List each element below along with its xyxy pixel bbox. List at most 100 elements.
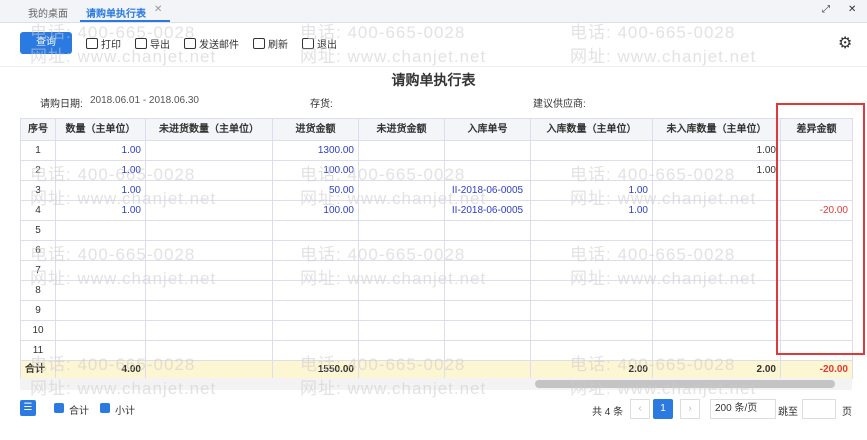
table-cell: 1.00 [56, 201, 146, 221]
empty-cell [273, 301, 359, 321]
table-cell: 1.00 [653, 141, 781, 161]
column-header: 数量（主单位） [56, 119, 146, 141]
empty-cell [273, 281, 359, 301]
total-cell: 4.00 [56, 361, 146, 379]
empty-cell [781, 301, 853, 321]
empty-cell [531, 321, 653, 341]
empty-cell [146, 161, 273, 181]
empty-cell [146, 201, 273, 221]
empty-cell [56, 301, 146, 321]
total-cell: -20.00 [781, 361, 853, 379]
divider [0, 66, 867, 67]
toolbar: 打印 导出 发送邮件 刷新 退出 [86, 36, 337, 51]
total-cell: 1550.00 [273, 361, 359, 379]
empty-cell [146, 181, 273, 201]
report-title: 请购单执行表 [391, 72, 476, 88]
page-size[interactable]: 200 条/页 [710, 399, 776, 419]
current-page[interactable]: 1 [653, 399, 673, 419]
empty-cell [445, 321, 531, 341]
column-header: 差异金额 [781, 119, 853, 141]
empty-cell [653, 321, 781, 341]
toolbar-button[interactable]: 导出 [135, 36, 170, 51]
maximize[interactable]: ⤢ [822, 4, 830, 15]
icon [86, 38, 98, 49]
empty-cell [273, 221, 359, 241]
layout-button[interactable]: ☰ [20, 400, 36, 416]
empty-cell [445, 361, 531, 379]
icon [253, 38, 265, 49]
empty-cell [781, 321, 853, 341]
table-cell: 2 [21, 161, 56, 181]
toolbar-button[interactable]: 退出 [302, 36, 337, 51]
empty-cell [445, 261, 531, 281]
tab-active[interactable] [80, 0, 170, 22]
empty-cell [56, 341, 146, 361]
close[interactable]: ✕ [848, 4, 857, 15]
tab[interactable]: 请购单执行表 [86, 9, 146, 20]
empty-cell [359, 241, 445, 261]
table-cell: II-2018-06-0005 [445, 181, 531, 201]
empty-cell [781, 261, 853, 281]
empty-cell [531, 261, 653, 281]
toolbar-button[interactable]: 刷新 [253, 36, 288, 51]
column-header: 未进货数量（主单位） [146, 119, 273, 141]
jump-label: 跳至 [778, 407, 798, 418]
empty-cell [445, 221, 531, 241]
empty-cell [273, 241, 359, 261]
tab-close[interactable]: ✕ [154, 4, 163, 15]
empty-cell [653, 301, 781, 321]
toolbar-button[interactable]: 发送邮件 [184, 36, 239, 51]
prev-page[interactable]: ‹ [630, 399, 650, 419]
column-header: 入库数量（主单位） [531, 119, 653, 141]
empty-cell [359, 321, 445, 341]
empty-cell [781, 161, 853, 181]
highlight-box [776, 103, 865, 355]
icon [302, 38, 314, 49]
empty-cell [146, 361, 273, 379]
total-cell: 2.00 [531, 361, 653, 379]
empty-cell [146, 141, 273, 161]
empty-cell [781, 341, 853, 361]
empty-cell [56, 221, 146, 241]
empty-cell [56, 241, 146, 261]
empty-cell [653, 341, 781, 361]
column-header: 进货金额 [273, 119, 359, 141]
button-label: 发送邮件 [199, 40, 239, 51]
jump-input[interactable] [802, 399, 836, 419]
empty-cell [56, 261, 146, 281]
button-label: 退出 [317, 40, 337, 51]
empty-cell [445, 141, 531, 161]
table-cell: 11 [21, 341, 56, 361]
table-cell: 1.00 [653, 161, 781, 181]
empty-cell [653, 281, 781, 301]
empty-cell [146, 281, 273, 301]
empty-cell [146, 221, 273, 241]
checkbox[interactable] [54, 403, 64, 413]
filter-label: 建议供应商: [533, 99, 586, 110]
toolbar-button[interactable]: 打印 [86, 36, 121, 51]
empty-cell [781, 281, 853, 301]
tab-bar [0, 0, 867, 23]
empty-cell [653, 241, 781, 261]
empty-cell [56, 281, 146, 301]
empty-cell [531, 141, 653, 161]
column-header: 未入库数量（主单位） [653, 119, 781, 141]
tab[interactable]: 我的桌面 [28, 9, 68, 20]
empty-cell [359, 301, 445, 321]
empty-cell [359, 261, 445, 281]
filter-label: 存货: [310, 99, 333, 110]
table-cell: 1.00 [56, 161, 146, 181]
scroll-thumb[interactable] [535, 380, 835, 388]
table-cell: 6 [21, 241, 56, 261]
button-label: 打印 [101, 40, 121, 51]
table-cell: -20.00 [781, 201, 853, 221]
empty-cell [56, 321, 146, 341]
checkbox-label: 合计 [69, 406, 89, 417]
next-page[interactable]: › [680, 399, 700, 419]
settings[interactable]: ⚙ [838, 35, 853, 52]
checkbox[interactable] [100, 403, 110, 413]
query-button[interactable]: 查询 [20, 32, 72, 54]
empty-cell [359, 141, 445, 161]
table-cell: 5 [21, 221, 56, 241]
empty-cell [359, 201, 445, 221]
